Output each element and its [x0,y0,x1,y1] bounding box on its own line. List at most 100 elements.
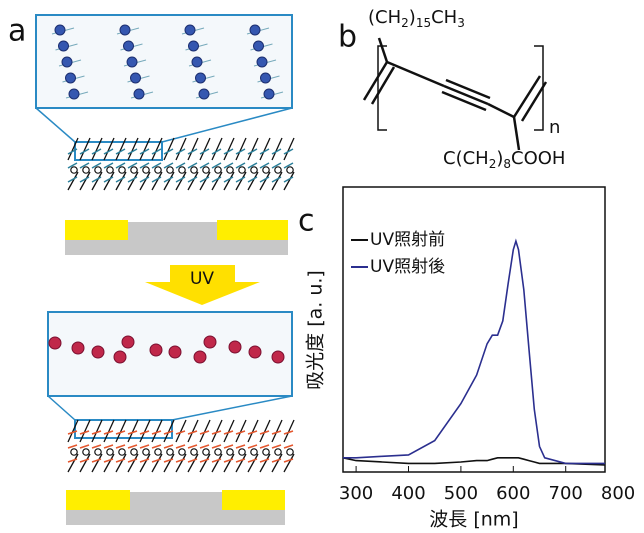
chain [140,454,150,472]
repeat-index: n [549,117,560,138]
backbone [80,445,89,448]
backbone [188,459,197,462]
chain [224,454,234,472]
head [107,167,113,173]
head [155,167,161,173]
backbone [212,459,221,462]
uv-label: UV [190,269,214,289]
head [239,167,245,173]
head [107,449,113,455]
head [287,167,293,173]
chain [128,454,138,472]
atom [62,57,72,67]
head [143,167,149,173]
atom [250,25,260,35]
chain [92,454,102,472]
electrode [222,490,285,510]
atom [199,89,209,99]
substrate [128,222,217,240]
backbone [272,459,281,462]
atom [249,346,261,358]
head [263,449,269,455]
chain [272,454,282,472]
chain [284,454,294,472]
backbone [200,445,209,448]
panel-label: a [8,14,26,49]
atom [59,41,69,51]
backbone [272,445,281,448]
backbone [152,445,161,448]
atom [254,41,264,51]
head [167,167,173,173]
chain [80,454,90,472]
backbone [152,459,161,462]
chain [116,454,126,472]
atom [131,73,141,83]
atom [55,25,65,35]
backbone [200,459,209,462]
figure: a UV b (CH2)15CH3 [0,0,644,533]
zoom-box [75,142,162,160]
backbone [80,459,89,462]
head [71,449,77,455]
head [131,167,137,173]
head [83,167,89,173]
head [263,167,269,173]
backbone [116,459,125,462]
chain [104,454,114,472]
atom [229,341,241,353]
x-tick-label: 600 [496,483,530,504]
electrode [217,220,288,240]
atom [169,346,181,358]
backbone [248,445,257,448]
head [227,449,233,455]
schematic: UV [36,15,294,525]
backbone [68,459,77,462]
substrate [65,240,288,255]
atom [122,336,134,348]
head [155,449,161,455]
head [131,449,137,455]
backbone [212,445,221,448]
backbone [140,459,149,462]
head [83,449,89,455]
atom [66,73,76,83]
panel-label: b [338,20,357,55]
atom [261,73,271,83]
atom [194,351,206,363]
atom [114,351,126,363]
backbone [176,445,185,448]
head [191,167,197,173]
chain [188,454,198,472]
head [227,167,233,173]
atom [272,351,284,363]
atom [69,89,79,99]
head [191,449,197,455]
atom [120,25,130,35]
chain [212,454,222,472]
backbone [116,445,125,448]
chain [68,454,78,472]
electrode [66,490,130,510]
chain [152,454,162,472]
backbone [188,445,197,448]
head [215,449,221,455]
head [275,449,281,455]
chain [260,454,270,472]
head [179,167,185,173]
x-tick-label: 400 [391,483,425,504]
atom [264,89,274,99]
zoom-line [48,396,75,420]
head [119,449,125,455]
x-axis-label: 波長 [nm] [429,509,518,531]
backbone [104,445,113,448]
atom [49,337,61,349]
chain [236,454,246,472]
backbone [248,459,257,462]
atom [134,89,144,99]
side-chain: (CH2)15CH3 [368,7,465,30]
backbone [104,459,113,462]
backbone [284,459,293,462]
atom [204,336,216,348]
legend-label: UV照射前 [370,230,445,250]
